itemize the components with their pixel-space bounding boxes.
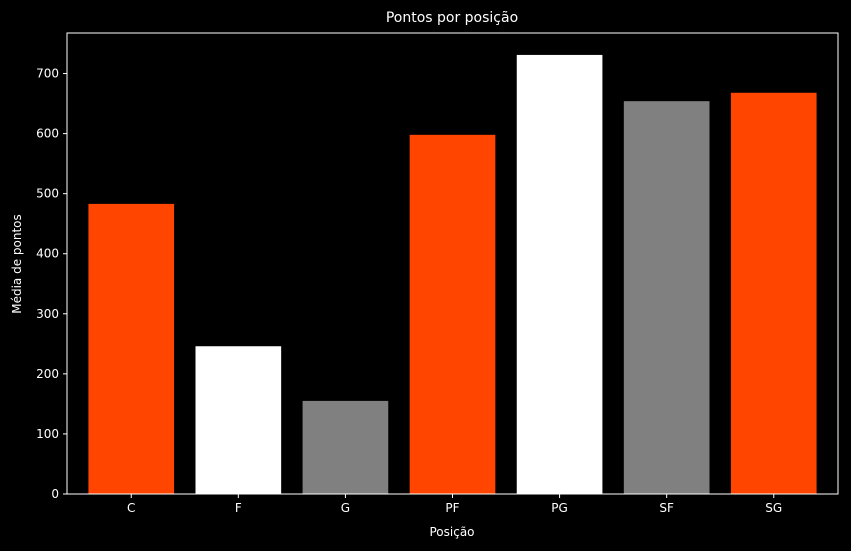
x-tick-label: C bbox=[127, 501, 135, 515]
plot-frame bbox=[66, 32, 839, 495]
y-tick-label: 600 bbox=[36, 127, 59, 141]
x-tick-label: F bbox=[235, 501, 242, 515]
bar-f bbox=[195, 346, 282, 494]
x-tick-label: G bbox=[341, 501, 350, 515]
y-tick-label: 700 bbox=[36, 67, 59, 81]
x-axis-label: Posição bbox=[429, 525, 474, 539]
y-tick-label: 200 bbox=[36, 367, 59, 381]
x-tick-label: PG bbox=[551, 501, 568, 515]
x-axis-ticks: C F G PF PG SF SG bbox=[127, 494, 782, 515]
bar-g bbox=[302, 400, 389, 494]
y-tick-label: 300 bbox=[36, 307, 59, 321]
bars-group bbox=[88, 54, 817, 495]
y-tick-label: 0 bbox=[51, 487, 59, 501]
y-axis-label: Média de pontos bbox=[10, 214, 24, 314]
x-tick-label: SG bbox=[765, 501, 782, 515]
y-tick-label: 500 bbox=[36, 187, 59, 201]
y-tick-label: 400 bbox=[36, 247, 59, 261]
bar-c bbox=[88, 203, 175, 494]
y-tick-label: 100 bbox=[36, 427, 59, 441]
chart-title: Pontos por posição bbox=[386, 10, 518, 26]
x-tick-label: PF bbox=[445, 501, 459, 515]
bar-sf bbox=[623, 101, 710, 494]
bar-sg bbox=[730, 92, 817, 494]
bar-pg bbox=[516, 54, 603, 495]
y-axis-ticks: 0 100 200 300 400 500 600 700 bbox=[36, 67, 67, 501]
bar-pf bbox=[409, 134, 496, 494]
x-tick-label: SF bbox=[659, 501, 674, 515]
